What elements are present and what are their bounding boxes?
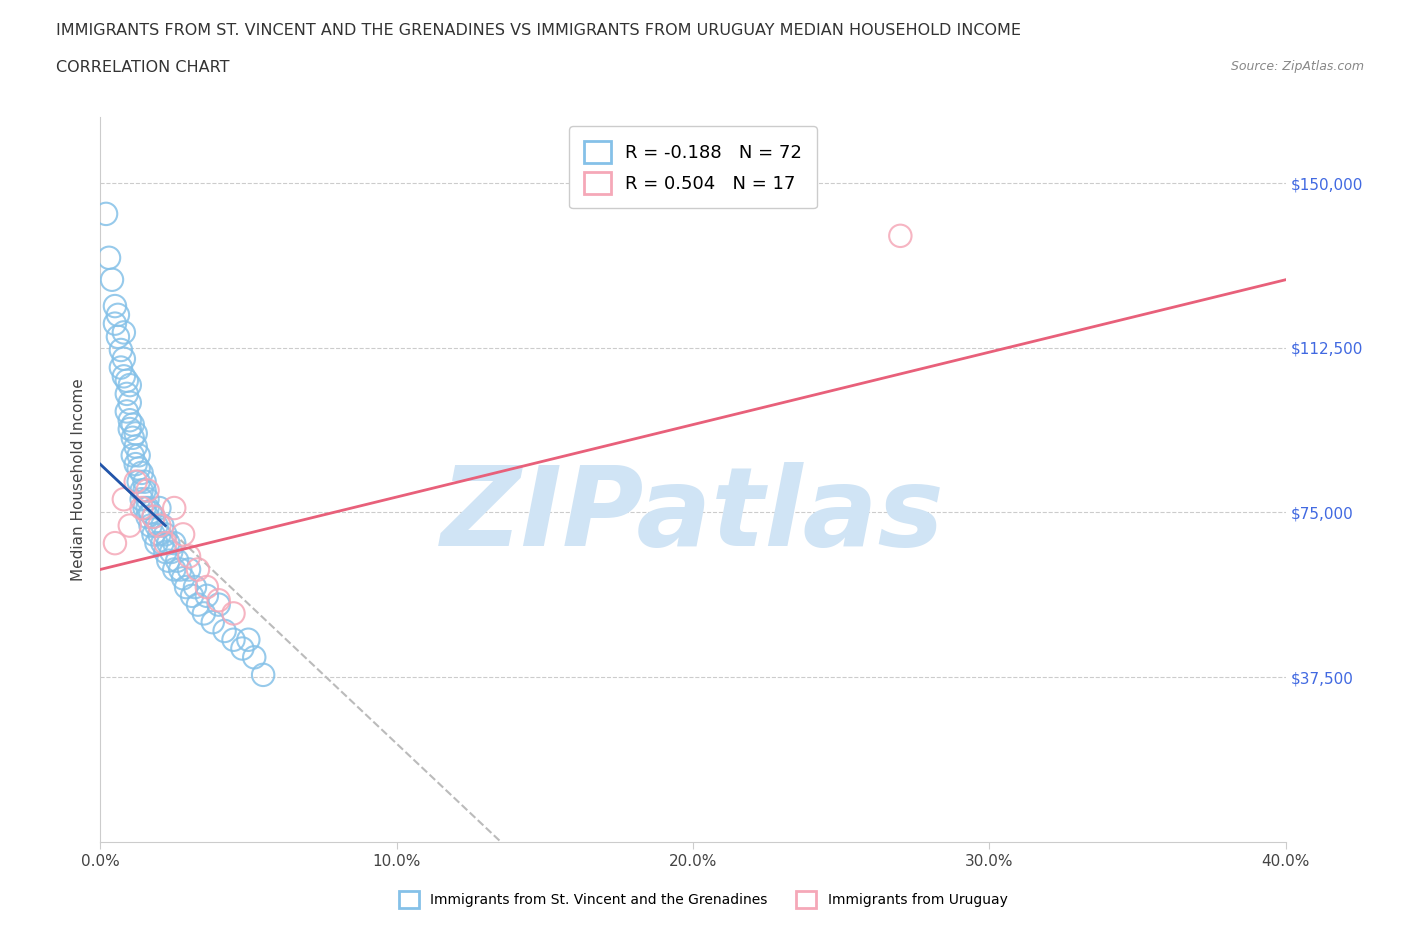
Point (195, 579, 218, 594)
Point (112, 369, 135, 384)
Point (134, 474, 156, 489)
Point (131, 483, 153, 498)
Point (104, 316, 127, 331)
Point (142, 510, 165, 525)
Point (222, 606, 245, 621)
Point (166, 553, 188, 568)
Text: CORRELATION CHART: CORRELATION CHART (56, 60, 229, 75)
Point (107, 308, 129, 323)
Legend: R = -0.188   N = 72, R = 0.504   N = 17: R = -0.188 N = 72, R = 0.504 N = 17 (569, 126, 817, 208)
Point (157, 536, 180, 551)
Point (157, 553, 180, 568)
Point (136, 492, 159, 507)
Point (214, 623, 236, 638)
Point (112, 352, 135, 366)
Point (252, 668, 274, 683)
Point (121, 431, 143, 445)
Point (231, 641, 253, 656)
Point (163, 500, 186, 515)
Point (184, 579, 207, 594)
Point (243, 650, 266, 665)
Point (145, 518, 167, 533)
Point (118, 378, 141, 392)
Point (98, 250, 121, 265)
Text: Source: ZipAtlas.com: Source: ZipAtlas.com (1230, 60, 1364, 73)
Point (238, 632, 260, 647)
Point (125, 474, 148, 489)
Point (101, 272, 124, 287)
Point (187, 597, 209, 612)
Point (142, 527, 165, 542)
Point (118, 395, 141, 410)
Point (125, 426, 148, 441)
Point (115, 373, 138, 388)
Point (163, 536, 186, 551)
Point (121, 418, 143, 432)
Point (187, 562, 209, 577)
Point (128, 461, 150, 476)
Point (134, 483, 156, 498)
Point (136, 483, 159, 498)
Point (169, 562, 191, 577)
Point (145, 536, 167, 551)
Point (150, 518, 173, 533)
Legend: Immigrants from St. Vincent and the Grenadines, Immigrants from Uruguay: Immigrants from St. Vincent and the Gren… (394, 885, 1012, 914)
Text: ZIPatlas: ZIPatlas (441, 462, 945, 569)
Point (139, 518, 162, 533)
Point (112, 325, 135, 339)
Point (110, 360, 132, 375)
Point (142, 510, 165, 525)
Point (155, 536, 177, 551)
Point (136, 500, 159, 515)
Point (155, 544, 177, 559)
Point (118, 518, 141, 533)
Text: IMMIGRANTS FROM ST. VINCENT AND THE GRENADINES VS IMMIGRANTS FROM URUGUAY MEDIAN: IMMIGRANTS FROM ST. VINCENT AND THE GREN… (56, 23, 1021, 38)
Point (148, 527, 170, 542)
Point (172, 571, 194, 586)
Point (134, 500, 156, 515)
Point (121, 448, 143, 463)
Point (104, 536, 127, 551)
Point (163, 562, 186, 577)
Point (222, 632, 245, 647)
Point (172, 527, 194, 542)
Point (110, 342, 132, 357)
Point (112, 492, 135, 507)
Point (148, 500, 170, 515)
Point (115, 387, 138, 402)
Point (131, 492, 153, 507)
Y-axis label: Median Household Income: Median Household Income (72, 379, 86, 581)
Point (118, 413, 141, 428)
Point (150, 536, 173, 551)
Point (155, 527, 177, 542)
Point (148, 518, 170, 533)
Point (128, 448, 150, 463)
Point (128, 474, 150, 489)
Point (131, 466, 153, 481)
Point (174, 579, 197, 594)
Point (104, 299, 127, 313)
Point (94, 206, 117, 221)
Point (136, 510, 159, 525)
Point (115, 404, 138, 418)
Point (889, 229, 911, 244)
Point (193, 606, 215, 621)
Point (125, 457, 148, 472)
Point (177, 549, 200, 564)
Point (177, 562, 200, 577)
Point (125, 439, 148, 454)
Point (131, 500, 153, 515)
Point (160, 544, 183, 559)
Point (208, 592, 231, 607)
Point (139, 505, 162, 520)
Point (201, 615, 224, 630)
Point (107, 329, 129, 344)
Point (195, 589, 218, 604)
Point (118, 421, 141, 436)
Point (208, 597, 231, 612)
Point (181, 589, 204, 604)
